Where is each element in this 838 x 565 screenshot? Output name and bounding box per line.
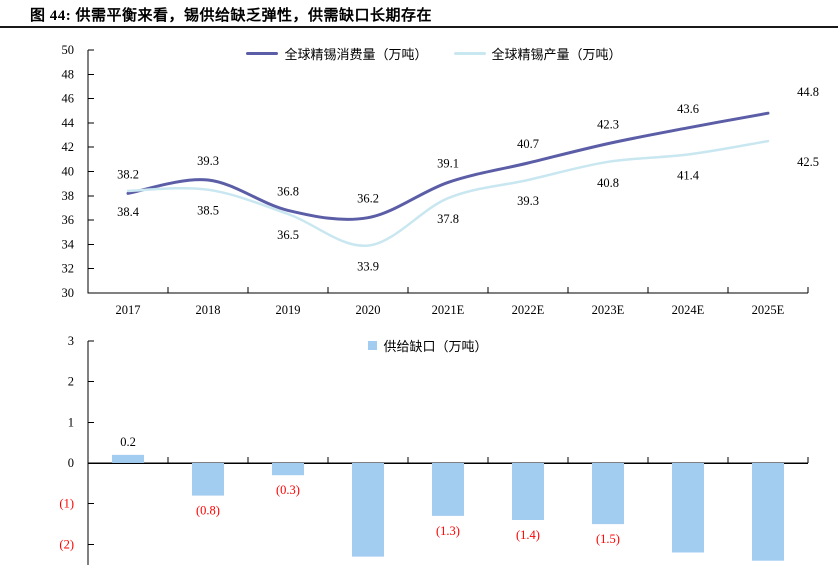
y-axis-tick-label: 32 [62,262,75,276]
supply-gap-legend-label: 供给缺口（万吨） [383,339,488,354]
consumption-data-label: 36.8 [277,184,299,198]
y-axis-tick-label: 46 [62,92,75,106]
y-axis-tick-label: 3 [68,334,74,348]
production-data-label: 40.8 [597,176,619,190]
supply-gap-bar [352,463,384,557]
supply-gap-bar-swatch [368,341,378,350]
supply-gap-bar [192,463,224,496]
y-axis-tick-label: 34 [62,237,75,251]
x-axis-tick-label: 2024E [672,303,705,317]
x-axis-tick-label: 2021E [432,303,465,317]
consumption-data-label: 38.2 [117,167,139,181]
x-axis-tick-label: 2020 [356,303,381,317]
consumption-line [126,111,770,221]
production-legend-label: 全球精锡产量（万吨） [491,47,622,62]
consumption-data-label: 39.3 [197,154,219,168]
legend-item-production: 全球精锡产量（万吨） [453,44,622,63]
supply-gap-data-label: (1.3) [436,524,460,538]
consumption-data-label: 42.3 [597,118,619,132]
production-line [126,139,770,247]
consumption-data-label: 43.6 [677,102,699,116]
figure-title: 图 44: 供需平衡来看，锡供给缺乏弹性，供需缺口长期存在 [30,8,432,24]
consumption-data-label: 39.1 [437,156,459,170]
y-axis-tick-label: 36 [62,213,75,227]
production-data-label: 36.5 [277,228,299,242]
y-axis-tick-label: (1) [59,497,74,511]
supply-gap-bar [592,463,624,525]
supply-gap-data-label: (0.3) [276,483,300,497]
y-axis-tick-label: (2) [59,537,74,551]
title-underline [0,26,838,28]
supply-gap-data-label: (1.5) [596,532,620,546]
production-data-label: 38.4 [117,205,140,219]
supply-gap-data-label: 0.2 [120,435,136,449]
production-data-label: 33.9 [357,260,379,274]
y-axis-tick-label: 30 [62,286,75,300]
top-chart-axes [87,50,808,294]
y-axis-tick-label: 1 [68,415,74,429]
legend-item-supply-gap: 供给缺口（万吨） [368,336,488,355]
y-axis-tick-label: 42 [62,140,75,154]
supply-gap-bar [272,463,304,476]
x-axis-tick-label: 2022E [512,303,545,317]
x-axis-tick-label: 2019 [276,303,301,317]
x-axis-tick-label: 2017 [116,303,141,317]
y-axis-tick-label: 38 [62,189,75,203]
production-data-label: 39.3 [517,194,539,208]
supply-gap-data-label: (0.8) [196,504,220,518]
y-axis-tick-label: 0 [68,456,74,470]
consumption-data-label: 44.8 [797,85,819,99]
x-axis-tick-label: 2025E [752,303,785,317]
consumption-data-label: 40.7 [517,137,539,151]
y-axis-tick-label: 48 [62,67,75,81]
y-axis-tick-label: 40 [62,165,75,179]
production-data-label: 42.5 [797,155,819,169]
supply-gap-bar [752,463,784,561]
production-data-label: 38.5 [197,204,219,218]
supply-gap-bar [512,463,544,520]
consumption-data-label: 36.2 [357,192,379,206]
supply-gap-bar [672,463,704,553]
supply-gap-bar [112,454,144,463]
y-axis-tick-label: 2 [68,375,74,389]
consumption-line-swatch [246,52,279,55]
x-axis-tick-label: 2023E [592,303,625,317]
legend-item-consumption: 全球精锡消费量（万吨） [246,44,428,63]
y-axis-tick-label: 50 [62,43,75,57]
production-data-label: 37.8 [437,212,459,226]
y-axis-tick-label: 44 [62,116,75,130]
production-line-swatch [453,52,486,55]
supply-gap-bar [432,463,464,516]
production-data-label: 41.4 [677,168,700,182]
consumption-legend-label: 全球精锡消费量（万吨） [284,47,428,62]
top-chart-legend: 全球精锡消费量（万吨） 全球精锡产量（万吨） [30,44,838,63]
x-axis-tick-label: 2018 [196,303,221,317]
bottom-chart-legend: 供给缺口（万吨） [30,336,826,355]
supply-gap-data-label: (1.4) [516,528,540,542]
